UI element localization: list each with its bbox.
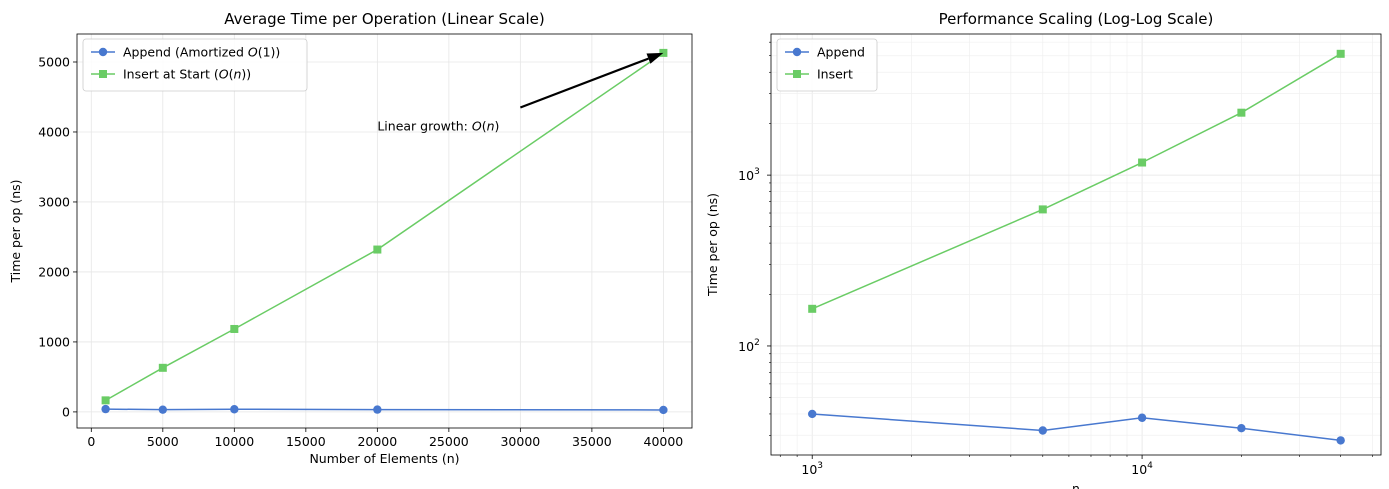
y-tick-label-exponent: 2 (754, 338, 760, 348)
data-point (158, 363, 167, 372)
legend-label-part: Append (Amortized (123, 45, 248, 60)
x-tick-label: 30000 (500, 434, 540, 449)
y-tick-label: 103 (738, 167, 760, 183)
y-tick-label-base: 10 (738, 339, 754, 354)
y-tick-label-base: 10 (738, 168, 754, 183)
data-point (373, 405, 382, 414)
data-point (230, 405, 239, 414)
data-point (230, 324, 239, 333)
data-point (373, 245, 382, 254)
y-tick-label: 102 (738, 338, 760, 354)
x-tick-label: 103 (801, 461, 823, 477)
data-point (1237, 108, 1246, 117)
series-line-append (812, 413, 1341, 442)
legend-label: Append (Amortized O(1)) (123, 45, 280, 60)
x-tick-label-base: 10 (801, 462, 817, 477)
y-tick-label-exponent: 3 (754, 167, 760, 177)
series-line-insert (811, 53, 1342, 310)
x-axis-label: n (1072, 481, 1080, 489)
legend-label-part: O (248, 45, 258, 60)
data-point (1237, 424, 1246, 433)
legend-marker (792, 47, 802, 57)
annotation-text-part: O (472, 118, 482, 133)
linear-scale-chart: Linear growth: O(n)0 5000 10000 15000 20000 2… (8, 10, 693, 466)
legend-marker (98, 47, 108, 57)
x-tick-label: 20000 (357, 434, 397, 449)
data-point (1038, 205, 1047, 214)
y-tick-label: 3000 (38, 194, 70, 209)
x-tick-label: 5000 (147, 434, 179, 449)
annotation-arrow-head (646, 52, 664, 64)
data-point (1038, 426, 1047, 435)
chart-title: Average Time per Operation (Linear Scale… (224, 10, 544, 28)
x-tick-label: 35000 (572, 434, 612, 449)
data-point (1137, 413, 1147, 422)
legend-label: Insert at Start (O(n)) (123, 67, 251, 82)
annotation-text-part: ) (495, 118, 500, 133)
legend-label-part: ( (229, 67, 234, 82)
data-point (808, 409, 817, 419)
legend-label-part: (1)) (258, 45, 281, 60)
legend-marker (793, 70, 801, 78)
x-tick-label-base: 10 (1131, 462, 1147, 477)
data-point (101, 404, 110, 414)
annotation-text-part: n (487, 118, 495, 133)
x-tick-label: 15000 (286, 434, 326, 449)
x-tick-label: 25000 (429, 434, 469, 449)
legend-box (82, 38, 308, 92)
annotation-arrow-shaft (519, 57, 649, 109)
y-tick-label: 1000 (38, 334, 70, 349)
legend-label: Append (817, 45, 865, 60)
data-point (659, 405, 668, 415)
plot-frame (770, 33, 1382, 456)
annotation-text: Linear growth: O(n) (377, 118, 499, 133)
chart-title: Performance Scaling (Log-Log Scale) (939, 10, 1214, 28)
y-axis-label: Time per op (ns) (705, 193, 720, 297)
x-tick-label-exponent: 4 (1147, 461, 1153, 471)
legend-label-part: O (219, 67, 229, 82)
data-point (158, 405, 168, 414)
y-tick-label: 2000 (38, 264, 70, 279)
data-point (101, 396, 110, 405)
y-axis-label: Time per op (ns) (8, 179, 23, 283)
y-tick-label: 5000 (38, 54, 70, 69)
data-point (1336, 49, 1345, 58)
series-line-insert (105, 52, 664, 402)
legend-marker (99, 70, 107, 78)
legend-label-part: Insert at Start ( (123, 67, 219, 82)
x-tick-label: 104 (1131, 461, 1153, 477)
y-tick-label: 0 (62, 404, 70, 419)
x-tick-label: 10000 (214, 434, 254, 449)
x-axis-label: Number of Elements (n) (309, 451, 459, 466)
x-tick-label-exponent: 3 (817, 461, 823, 471)
series-line-append (105, 408, 664, 411)
legend-label-part: n (233, 67, 241, 82)
annotation-text-part: ( (482, 118, 487, 133)
legend-label: Insert (817, 67, 853, 82)
x-tick-label: 40000 (644, 434, 684, 449)
legend-label-part: )) (241, 67, 251, 82)
data-point (1138, 158, 1147, 167)
y-tick-label: 4000 (38, 124, 70, 139)
data-point (1336, 436, 1345, 445)
plot-frame (76, 33, 693, 429)
data-point (808, 304, 817, 313)
x-tick-label: 0 (87, 434, 95, 449)
annotation-text-part: Linear growth: (377, 118, 472, 133)
